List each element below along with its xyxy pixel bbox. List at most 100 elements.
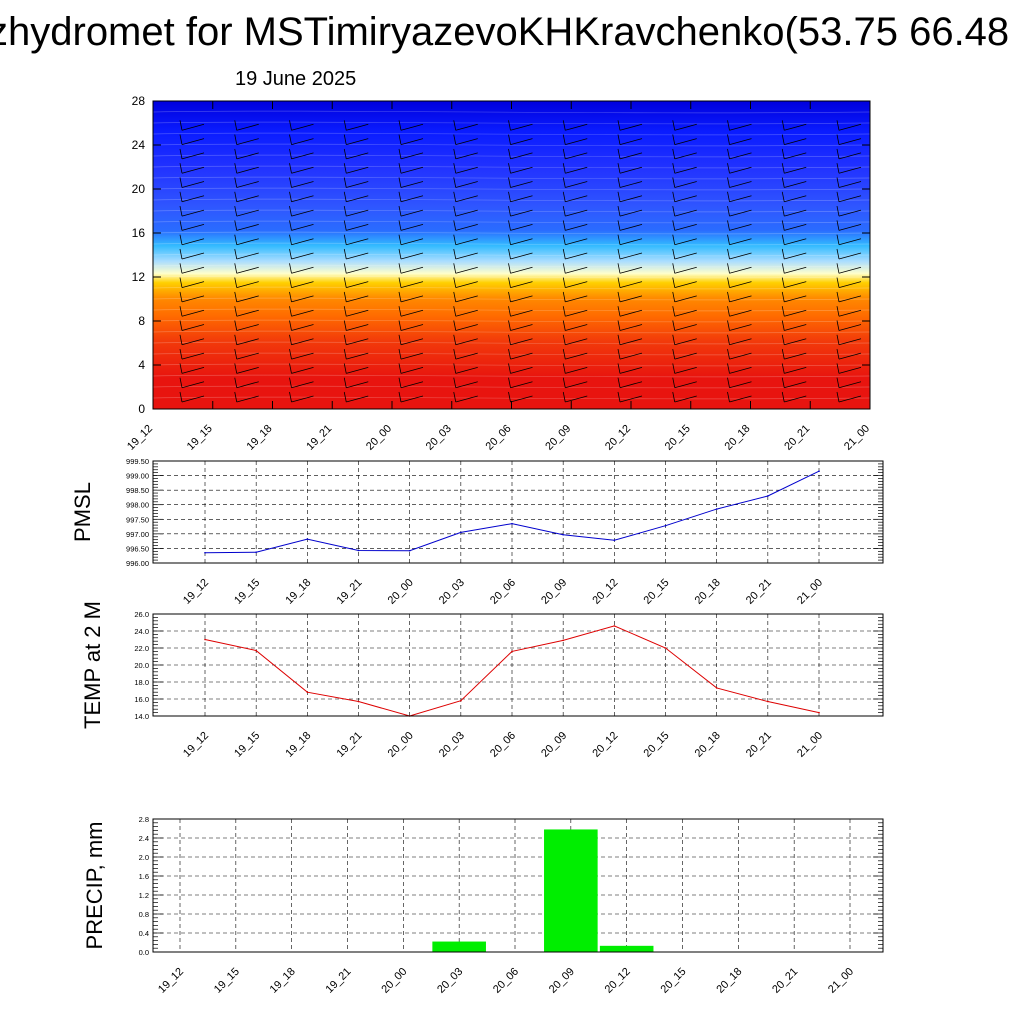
wind-barb [619,367,643,374]
wind-barb-flag [234,177,238,188]
wind-barb [784,181,807,188]
wind-barb-flag [179,120,183,131]
wind-barb-flag [234,148,238,159]
wind-barb [181,123,205,131]
x-tick-label: 20_15 [642,577,672,607]
wind-barb [838,166,862,174]
contour-line [152,319,871,323]
wind-barb [729,324,752,331]
wind-barb [236,281,259,288]
wind-barb [291,367,314,374]
wind-barb-flag [727,391,730,403]
wind-barb [455,181,478,188]
wind-barb-flag [343,349,347,360]
wind-barb [674,238,697,246]
wind-barb [346,295,369,303]
data-point [818,711,820,714]
wind-barb [455,295,478,303]
wind-barb [346,281,369,288]
wind-barb-flag [836,120,840,131]
wind-barb-flag [343,277,347,288]
x-tick-label: 19_15 [212,966,242,996]
wind-barb-flag [234,334,238,345]
wind-barb-flag [179,277,183,288]
x-tick-label: 20_09 [547,966,577,996]
heatmap-x-tick-label: 19_12 [125,423,155,453]
wind-barb [565,152,588,160]
wind-barb [346,195,369,203]
wind-barb [181,367,205,374]
x-tick-label: 20_06 [491,966,521,996]
wind-barb-flag [343,291,347,302]
wind-barb-flag [508,291,511,302]
wind-barb-flag [672,391,676,403]
wind-barb-flag [179,220,183,231]
wind-barb-flag [781,191,785,202]
wind-barb [291,224,314,231]
wind-barb-flag [508,306,511,317]
wind-barb-flag [727,120,730,131]
contour-line [152,297,871,301]
heatmap-x-tick-label: 20_12 [603,423,633,453]
wind-barb [674,209,697,217]
wind-barb-flag [562,363,566,374]
data-point [357,700,360,703]
y-axis-title: TEMP at 2 M [80,601,105,729]
wind-barb-flag [727,234,730,245]
wind-barb-flag [453,120,457,131]
wind-barb-flag [289,134,292,145]
wind-barb-flag [453,177,457,188]
wind-barb-flag [672,291,676,302]
wind-barb [674,252,697,260]
wind-barb-flag [562,148,566,159]
heatmap-y-tick-label: 28 [132,94,146,108]
x-tick-label: 19_18 [268,966,298,996]
wind-barb-flag [179,234,183,245]
wind-barb-flag [179,291,183,302]
wind-barb [565,281,588,288]
wind-barb-flag [289,334,292,345]
wind-barb [729,166,752,174]
wind-barb [400,281,424,288]
wind-barb [455,266,478,274]
wind-barb-flag [179,391,183,403]
wind-barb-flag [398,377,402,388]
wind-barb [236,381,259,389]
wind-barb [400,138,424,145]
wind-barb [838,324,862,331]
wind-barb-flag [781,291,785,302]
wind-barb-flag [398,248,402,260]
wind-barb [236,266,259,274]
wind-barb [838,224,862,231]
wind-barb-flag [781,234,785,245]
wind-barb [565,224,588,231]
wind-barb [565,123,588,131]
wind-barb [838,238,862,246]
wind-barb-flag [781,377,785,388]
wind-barb [784,138,807,145]
wind-barb-flag [289,377,292,388]
wind-barb [455,324,478,331]
wind-barb [400,367,424,374]
contour-line [152,209,871,213]
x-tick-label: 19_15 [232,730,262,760]
page-date: 19 June 2025 [235,68,357,90]
wind-barb-flag [453,134,457,145]
wind-barb [565,295,588,303]
wind-barb [400,381,424,389]
wind-barb-flag [398,391,402,403]
wind-barb [674,295,697,303]
x-tick-label: 19_18 [283,730,313,760]
wind-barb [181,352,205,360]
wind-barb [565,181,588,188]
wind-barb-flag [508,191,511,202]
y-tick-label: 996.00 [126,559,149,568]
wind-barb [181,395,205,403]
wind-barb [729,352,752,360]
wind-barb-flag [234,363,238,374]
x-tick-label: 20_03 [437,577,467,607]
wind-barb [565,338,588,346]
wind-barb-flag [617,163,621,174]
wind-barb-flag [617,148,621,159]
wind-barb [400,338,424,346]
